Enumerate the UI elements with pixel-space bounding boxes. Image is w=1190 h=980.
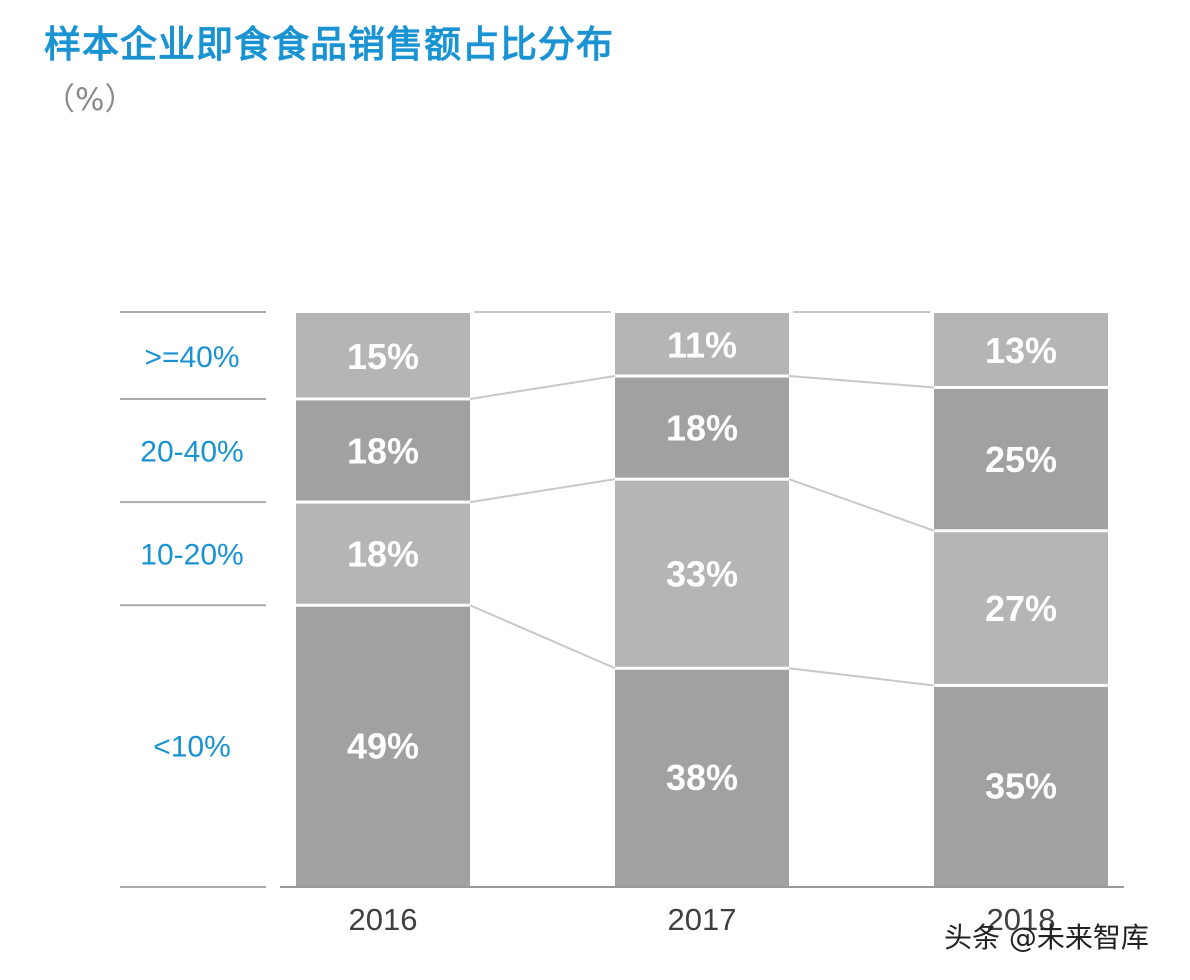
x-tick-label: 2017: [668, 902, 737, 937]
data-label: 33%: [666, 554, 738, 595]
data-label: 18%: [666, 408, 738, 449]
legend-label: 10-20%: [140, 539, 243, 572]
bar-segment: [615, 669, 789, 886]
bar-segment: [296, 606, 470, 886]
data-label: 13%: [985, 330, 1057, 371]
legend-label: >=40%: [144, 341, 239, 374]
connector-line: [469, 375, 616, 400]
data-label: 27%: [985, 588, 1057, 629]
data-label: 11%: [667, 325, 737, 366]
connector-line: [788, 375, 935, 389]
bar-segment: [934, 388, 1108, 530]
bar-segment: [934, 686, 1108, 886]
chart-title: 样本企业即食食品销售额占比分布: [44, 23, 614, 66]
x-tick-label: 2016: [349, 902, 418, 937]
connector-line: [469, 478, 616, 504]
bar-segment: [615, 313, 789, 375]
watermark-text: 头条 @未来智库: [944, 921, 1149, 954]
bar-segment: [934, 532, 1108, 684]
x-tick-label: 2018: [987, 902, 1056, 937]
bar-segment: [296, 503, 470, 604]
data-label: 25%: [985, 439, 1057, 480]
bar-segment: [296, 400, 470, 501]
connector-line: [469, 604, 616, 670]
connector-line: [788, 667, 935, 687]
data-label: 18%: [347, 431, 419, 472]
bar-segment: [934, 313, 1108, 386]
data-label: 18%: [347, 534, 419, 575]
bar-segment: [296, 313, 470, 398]
connector-line: [788, 478, 935, 532]
unit-label: （%）: [44, 82, 136, 118]
bar-segment: [615, 480, 789, 667]
legend-label: <10%: [153, 731, 231, 764]
data-label: 35%: [985, 766, 1057, 807]
bar-segment: [615, 377, 789, 478]
data-label: 15%: [347, 336, 419, 377]
legend-label: 20-40%: [140, 436, 243, 469]
data-label: 49%: [347, 726, 419, 767]
data-label: 38%: [666, 757, 738, 798]
